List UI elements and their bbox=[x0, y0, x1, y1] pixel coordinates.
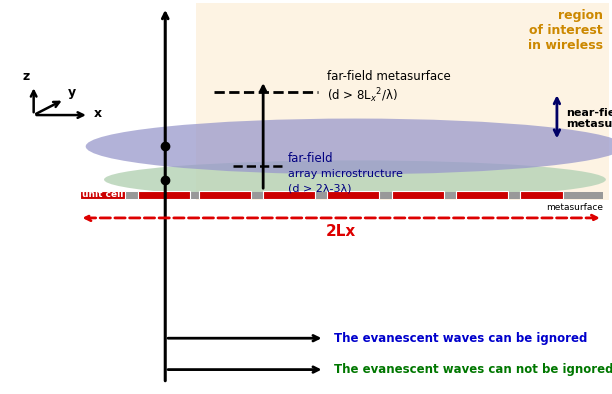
Bar bbox=[80, 192, 603, 199]
Bar bbox=[263, 191, 315, 199]
Text: y: y bbox=[67, 86, 76, 99]
Bar bbox=[520, 191, 563, 199]
Text: unit cell: unit cell bbox=[81, 190, 123, 199]
Bar bbox=[327, 191, 379, 199]
Text: z: z bbox=[23, 70, 30, 83]
Text: region
of interest
in wireless: region of interest in wireless bbox=[528, 9, 603, 52]
FancyBboxPatch shape bbox=[196, 4, 609, 201]
Text: (d > 2λ-3λ): (d > 2λ-3λ) bbox=[288, 183, 351, 193]
Text: x: x bbox=[94, 107, 102, 120]
Ellipse shape bbox=[104, 160, 606, 199]
Ellipse shape bbox=[86, 119, 612, 174]
Text: near-field
metasurface: near-field metasurface bbox=[566, 108, 612, 129]
Text: distance (d): distance (d) bbox=[123, 0, 207, 2]
Bar bbox=[456, 191, 508, 199]
Text: (d > 8L$_x$$^2$/λ): (d > 8L$_x$$^2$/λ) bbox=[327, 87, 398, 105]
Bar bbox=[199, 191, 251, 199]
Text: far-field metasurface: far-field metasurface bbox=[327, 70, 451, 83]
Text: The evanescent waves can not be ignored: The evanescent waves can not be ignored bbox=[334, 363, 612, 376]
Bar bbox=[80, 191, 125, 199]
Bar bbox=[392, 191, 444, 199]
Bar bbox=[138, 191, 190, 199]
Text: array microstructure: array microstructure bbox=[288, 169, 403, 178]
Text: The evanescent waves can be ignored: The evanescent waves can be ignored bbox=[334, 332, 587, 345]
Text: 2Lx: 2Lx bbox=[326, 224, 356, 240]
Text: far-field: far-field bbox=[288, 152, 334, 165]
Text: metasurface: metasurface bbox=[546, 203, 603, 212]
